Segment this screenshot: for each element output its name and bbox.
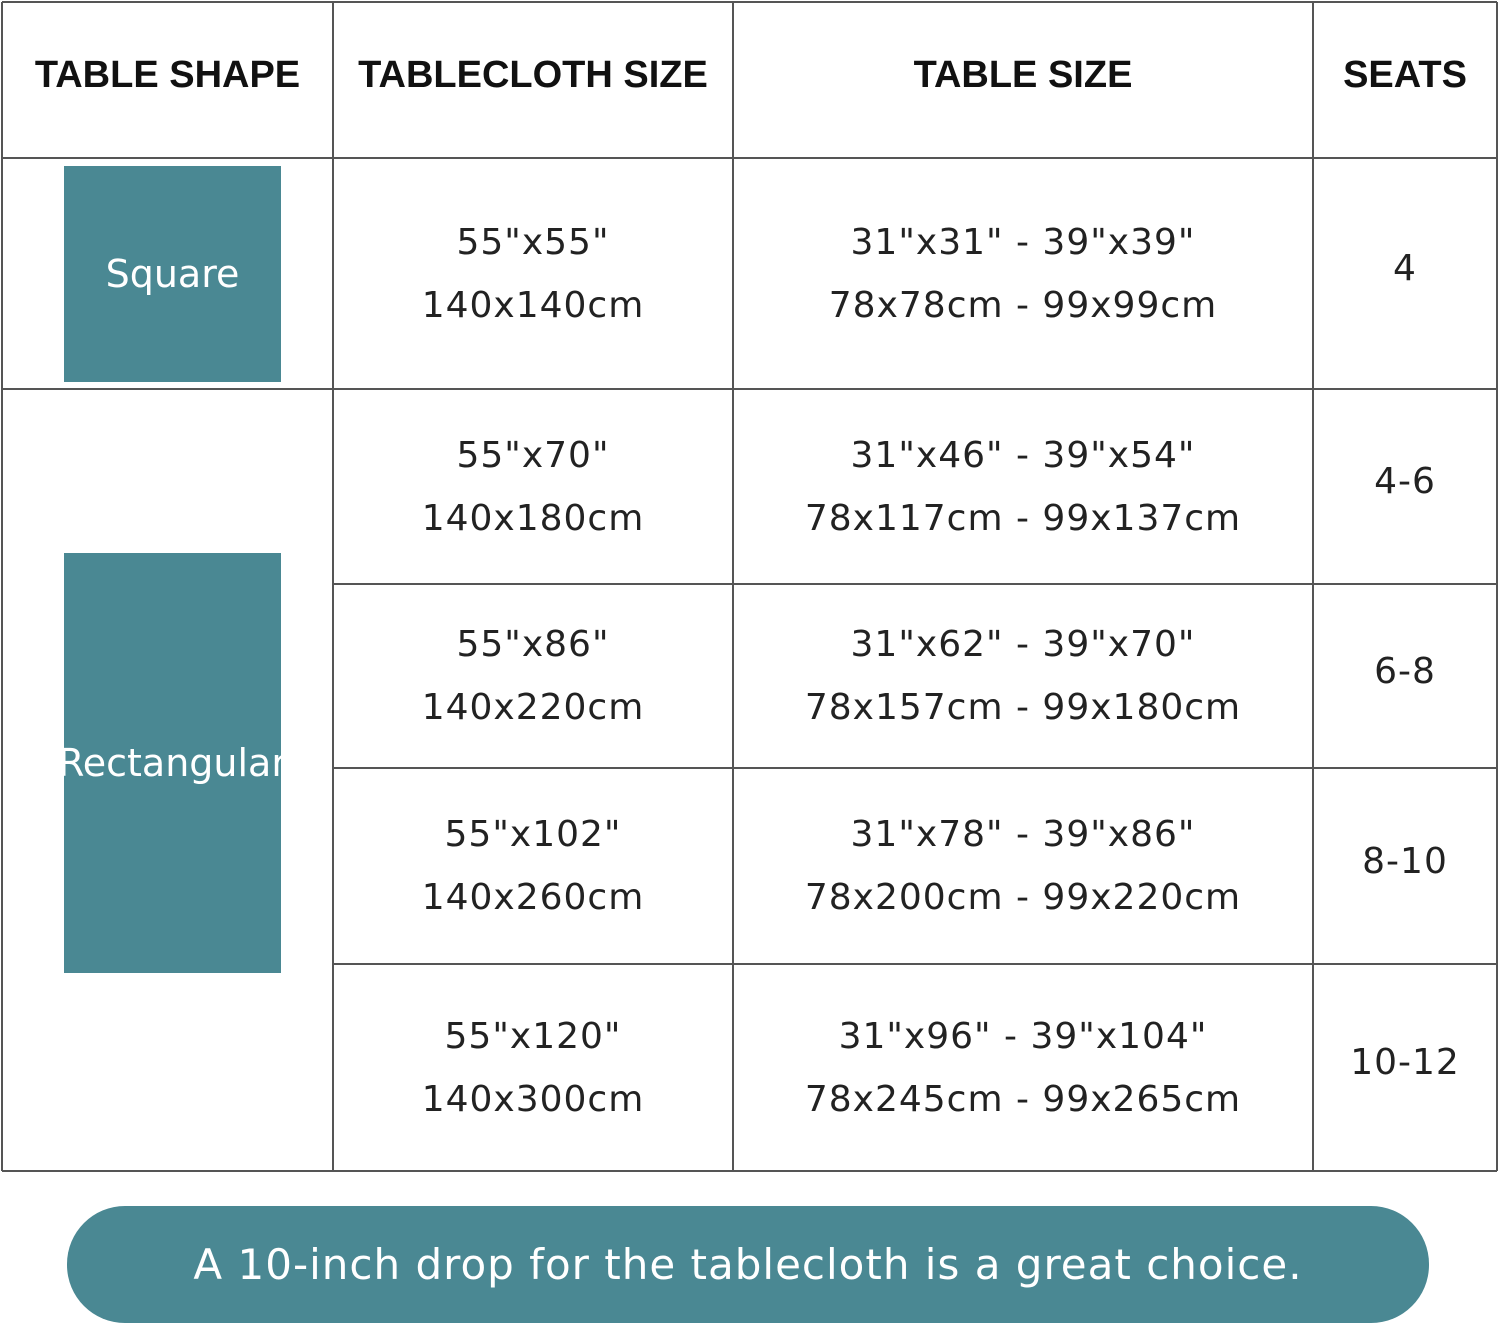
grid-line: [1, 2, 3, 1171]
header-cell: TABLE SIZE: [913, 53, 1133, 96]
tablecloth-cell: 55"x86" 140x220cm: [333, 584, 733, 768]
note-banner: A 10-inch drop for the tablecloth is a g…: [67, 1206, 1429, 1323]
header-cell: TABLE SHAPE: [34, 53, 301, 96]
table-size-cell: 31"x78" - 39"x86" 78x200cm - 99x220cm: [733, 768, 1313, 964]
seats-cell: 4: [1313, 158, 1497, 379]
seats-cell: 10-12: [1313, 964, 1497, 1161]
grid-line: [2, 1170, 1497, 1172]
table-size-cell: 31"x96" - 39"x104" 78x245cm - 99x265cm: [733, 964, 1313, 1171]
size-text: 78x157cm - 99x180cm: [804, 687, 1242, 728]
seats-cell: 8-10: [1313, 768, 1497, 954]
tablecloth-cell: 55"x120" 140x300cm: [333, 964, 733, 1171]
tablecloth-cell: 55"x55" 140x140cm: [333, 158, 733, 389]
size-text: 78x78cm - 99x99cm: [828, 284, 1218, 326]
size-text: 140x260cm: [421, 877, 645, 918]
size-text: 31"x62" - 39"x70": [850, 624, 1196, 665]
table-size-cell: 31"x46" - 39"x54" 78x117cm - 99x137cm: [733, 389, 1313, 584]
size-text: 31"x31" - 39"x39": [850, 221, 1196, 263]
seats-text: 8-10: [1362, 840, 1448, 882]
size-text: 78x200cm - 99x220cm: [804, 877, 1242, 918]
size-text: 31"x46" - 39"x54": [850, 434, 1196, 476]
seats-cell: 4-6: [1313, 389, 1497, 574]
size-text: 31"x96" - 39"x104": [838, 1015, 1208, 1057]
header-cell: SEATS: [1343, 53, 1467, 96]
size-text: 55"x86": [456, 624, 610, 665]
size-text: 140x300cm: [421, 1078, 645, 1120]
header-cell: TABLECLOTH SIZE: [358, 53, 708, 96]
seats-cell: 6-8: [1313, 584, 1497, 758]
grid-line: [1496, 2, 1498, 1171]
shape-square: Square: [64, 166, 281, 382]
size-text: 140x220cm: [421, 687, 645, 728]
table-size-cell: 31"x62" - 39"x70" 78x157cm - 99x180cm: [733, 584, 1313, 768]
table-size-cell: 31"x31" - 39"x39" 78x78cm - 99x99cm: [733, 158, 1313, 389]
size-text: 78x117cm - 99x137cm: [804, 497, 1242, 539]
seats-text: 10-12: [1350, 1042, 1460, 1083]
shape-rectangular: Rectangular: [58, 553, 287, 973]
grid-line: [2, 157, 1497, 159]
grid-line: [333, 767, 1497, 769]
grid-line: [2, 388, 1497, 390]
grid-line: [1312, 2, 1314, 1171]
size-text: 31"x78" - 39"x86": [850, 814, 1196, 855]
size-text: 140x140cm: [421, 284, 645, 326]
grid-line: [2, 1, 1497, 3]
size-text: 55"x55": [456, 221, 610, 263]
seats-text: 4: [1393, 248, 1417, 289]
tablecloth-cell: 55"x70" 140x180cm: [333, 389, 733, 584]
grid-line: [332, 2, 334, 1171]
tablecloth-cell: 55"x102" 140x260cm: [333, 768, 733, 964]
grid-line: [333, 963, 1497, 965]
size-text: 78x245cm - 99x265cm: [804, 1078, 1242, 1120]
grid-line: [333, 583, 1497, 585]
grid-line: [732, 2, 734, 1171]
size-text: 55"x102": [444, 814, 622, 855]
size-text: 55"x120": [444, 1015, 622, 1057]
seats-text: 6-8: [1374, 650, 1436, 692]
size-text: 55"x70": [456, 434, 610, 476]
size-text: 140x180cm: [421, 497, 645, 539]
seats-text: 4-6: [1374, 461, 1436, 502]
